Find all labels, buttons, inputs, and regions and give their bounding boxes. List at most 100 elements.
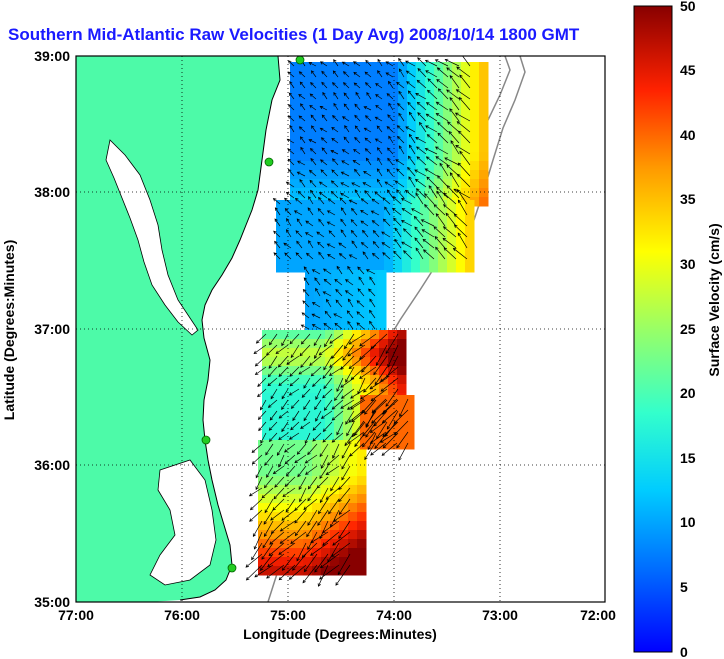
velocity-cell [317,116,327,126]
velocity-cell [285,485,295,495]
velocity-cell [280,429,290,439]
velocity-arrow [351,240,358,249]
velocity-arrow [320,410,333,419]
velocity-cell [434,188,444,198]
velocity-cell [388,348,398,358]
velocity-arrow [365,269,376,275]
velocity-cell [461,89,471,99]
velocity-cell [334,366,344,376]
velocity-cell [425,62,435,72]
velocity-arrow [267,366,278,378]
velocity-cell [267,467,277,477]
velocity-cell [479,98,489,108]
velocity-arrow [437,88,449,100]
velocity-cell [294,458,304,468]
velocity-cell [452,71,462,81]
velocity-cell [407,161,417,171]
velocity-arrow [422,249,435,260]
velocity-arrow [456,173,471,188]
colorbar-tick-label: 45 [680,62,696,78]
velocity-cell [369,395,379,405]
velocity-cell [366,218,376,228]
velocity-cell [339,245,349,255]
velocity-cell [470,71,480,81]
velocity-arrow [443,247,457,260]
velocity-cell [348,245,358,255]
velocity-arrow [408,111,416,122]
velocity-cell [452,98,462,108]
velocity-arrow [408,176,416,188]
velocity-cell [280,402,290,412]
velocity-arrow [442,237,457,249]
velocity-cell [314,306,324,316]
velocity-arrow [362,251,369,260]
velocity-arrow [362,229,369,238]
velocity-cell [321,200,331,210]
velocity-cell [312,254,322,264]
velocity-cell [398,62,408,72]
velocity-arrow [298,115,306,122]
velocity-cell [380,134,390,144]
velocity-cell [352,348,362,358]
velocity-cell [323,315,333,325]
velocity-cell [276,485,286,495]
velocity-arrow [458,130,471,144]
velocity-arrow [284,197,292,205]
velocity-arrow [387,157,394,166]
velocity-cell [416,107,426,117]
velocity-cell [258,440,268,450]
velocity-arrow [446,164,460,177]
velocity-cell [366,227,376,237]
velocity-cell [380,107,390,117]
velocity-cell [258,485,268,495]
velocity-arrow [350,229,358,238]
velocity-arrow [354,136,361,144]
velocity-cell [299,179,309,189]
velocity-cell [294,236,304,246]
velocity-cell [303,548,313,558]
velocity-cell [429,263,439,273]
velocity-arrow [255,465,263,479]
velocity-arrow [435,101,449,111]
velocity-cell [317,161,327,171]
velocity-cell [393,209,403,219]
velocity-cell [339,530,349,540]
velocity-cell [434,98,444,108]
velocity-cell [314,315,324,325]
velocity-cell [411,254,421,264]
velocity-cell [377,324,387,334]
plot-frame [75,55,606,603]
velocity-cell [479,152,489,162]
velocity-cell [396,395,406,405]
velocity-arrow [436,67,449,78]
velocity-cell [357,467,367,477]
velocity-arrow [420,219,435,227]
velocity-cell [443,71,453,81]
velocity-arrow [337,553,351,576]
velocity-cell [371,107,381,117]
velocity-cell [298,411,308,421]
x-tick-labels: 77:00 76:00 75:00 74:00 73:00 72:00 [58,607,616,623]
velocity-cell [343,420,353,430]
velocity-cell [479,89,489,99]
velocity-arrow [308,196,314,205]
velocity-cell [335,170,345,180]
velocity-cell [335,143,345,153]
velocity-cell [470,143,480,153]
velocity-cell [312,530,322,540]
velocity-arrow [340,192,350,199]
velocity-cell [335,152,345,162]
velocity-arrow [379,431,398,443]
velocity-arrow [411,208,424,216]
velocity-arrow [294,197,303,205]
velocity-cell [362,62,372,72]
velocity-arrow [365,157,372,166]
velocity-cell [461,62,471,72]
chesapeake-bay [105,139,199,336]
velocity-arrow [310,70,317,78]
velocity-cell [267,494,277,504]
velocity-cell [312,200,322,210]
velocity-cell [357,539,367,549]
velocity-arrow [300,146,306,155]
velocity-arrow [319,61,328,67]
